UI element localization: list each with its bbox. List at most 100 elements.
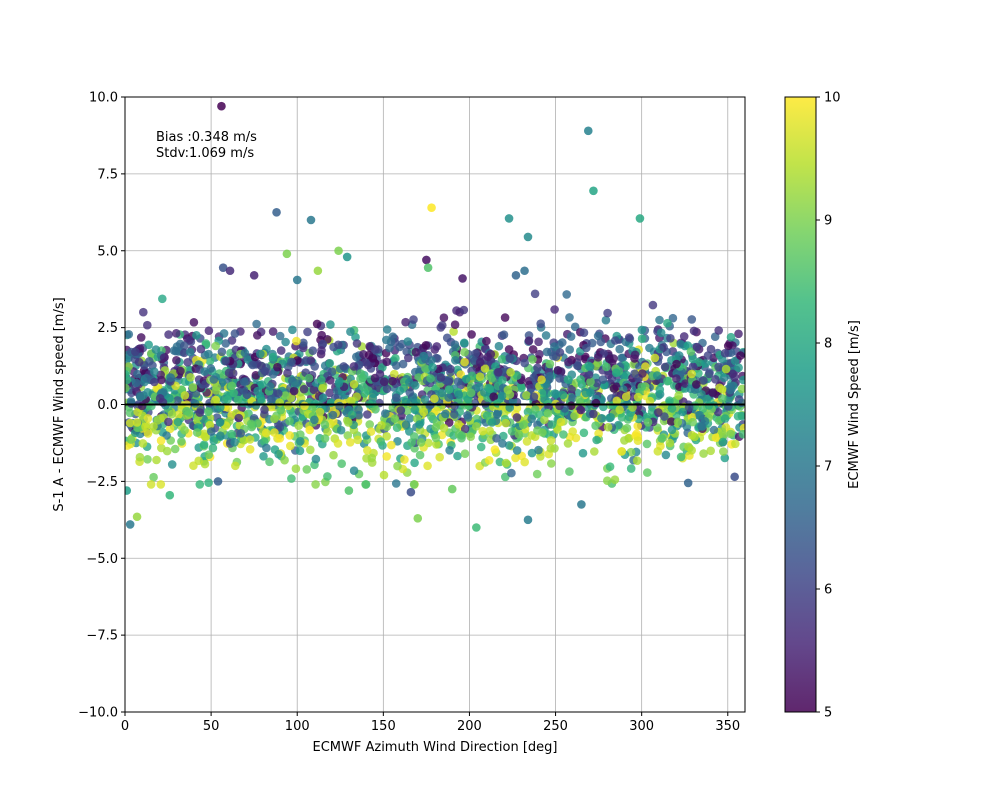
data-point: [195, 480, 205, 489]
data-point: [581, 388, 591, 398]
data-point: [150, 367, 159, 377]
data-point: [611, 368, 621, 378]
data-point: [457, 431, 467, 440]
data-point: [492, 434, 501, 443]
data-point: [624, 333, 634, 342]
data-point: [527, 431, 536, 440]
x-tick-label: 200: [457, 719, 482, 734]
data-point: [217, 347, 227, 357]
data-point: [699, 376, 708, 385]
data-point: [200, 459, 210, 469]
data-point: [522, 391, 531, 400]
data-point: [337, 459, 347, 469]
data-point: [405, 388, 415, 397]
data-point: [275, 331, 285, 341]
data-point: [602, 362, 611, 372]
data-point: [285, 431, 295, 440]
data-point: [398, 359, 408, 369]
data-point: [230, 329, 240, 338]
data-point: [415, 450, 425, 460]
data-point: [138, 439, 148, 448]
data-point: [209, 375, 219, 384]
data-point: [518, 420, 528, 430]
data-point: [325, 388, 334, 398]
data-point: [276, 405, 286, 415]
data-point: [558, 338, 567, 347]
data-point: [213, 477, 223, 486]
data-point: [443, 377, 452, 386]
data-point: [320, 434, 330, 443]
data-point: [347, 396, 356, 406]
y-axis-label: S-1 A - ECMWF Wind speed [m/s]: [52, 297, 67, 511]
data-point: [275, 398, 284, 407]
data-point: [718, 437, 728, 447]
data-point: [215, 418, 225, 427]
data-point: [528, 345, 538, 354]
data-point: [180, 341, 189, 351]
data-point: [601, 315, 611, 325]
data-point: [579, 328, 589, 338]
data-point: [165, 394, 174, 403]
data-point: [533, 426, 542, 435]
data-point: [568, 427, 577, 436]
data-point: [444, 418, 454, 427]
data-point: [688, 417, 697, 427]
data-point: [652, 371, 662, 380]
data-point: [306, 215, 316, 225]
data-point: [311, 480, 320, 489]
data-point: [717, 394, 727, 403]
data-point: [294, 421, 304, 431]
data-point: [287, 474, 296, 483]
data-point: [463, 411, 472, 420]
data-point: [346, 327, 355, 337]
data-point: [375, 370, 385, 379]
data-point: [632, 429, 641, 439]
colorbar: 5 6 7 8 9 10: [784, 91, 841, 721]
data-point: [529, 392, 539, 402]
data-point: [126, 397, 136, 406]
data-point: [174, 410, 183, 420]
data-point: [584, 361, 593, 371]
data-point: [622, 423, 632, 433]
data-point: [318, 339, 328, 349]
data-point: [666, 334, 675, 343]
data-point: [565, 345, 574, 354]
data-point: [430, 394, 439, 404]
data-point: [524, 336, 534, 346]
data-point: [339, 362, 349, 371]
x-tick-label: 300: [629, 719, 654, 734]
data-point: [186, 373, 195, 382]
data-point: [466, 388, 476, 398]
data-point: [480, 364, 490, 373]
data-point: [379, 377, 389, 387]
data-point: [540, 415, 549, 425]
data-point: [326, 376, 335, 385]
data-point: [690, 432, 699, 442]
data-point: [720, 414, 730, 423]
data-point: [207, 427, 216, 436]
data-point: [504, 214, 514, 223]
data-point: [466, 432, 476, 442]
data-point: [391, 354, 400, 363]
data-point: [603, 476, 612, 486]
data-point: [665, 438, 675, 448]
data-point: [476, 442, 486, 452]
data-point: [406, 487, 416, 497]
data-point: [406, 398, 416, 407]
data-point: [645, 396, 655, 406]
data-point: [499, 330, 509, 340]
data-point: [610, 475, 620, 485]
data-point: [180, 391, 190, 400]
data-point: [728, 369, 738, 379]
data-point: [660, 412, 669, 421]
data-point: [475, 382, 484, 392]
data-point: [205, 420, 215, 430]
data-point: [506, 368, 515, 377]
data-point: [692, 380, 701, 389]
data-point: [450, 410, 459, 419]
data-point: [302, 465, 312, 474]
data-point: [545, 359, 555, 369]
data-point: [147, 401, 156, 411]
data-point: [709, 425, 719, 435]
colorbar-label: ECMWF Wind Speed [m/s]: [847, 320, 862, 489]
